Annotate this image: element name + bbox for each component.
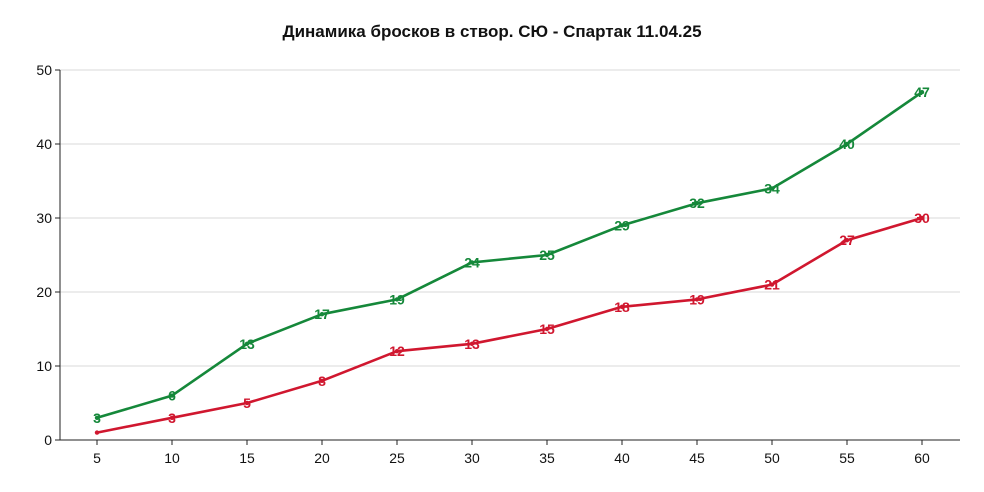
data-point [94, 415, 100, 420]
data-point [394, 297, 400, 302]
x-tick-label: 30 [464, 450, 480, 466]
x-tick-label: 25 [389, 450, 405, 466]
data-point [469, 260, 475, 265]
data-point [319, 312, 325, 317]
data-label: 30 [914, 210, 930, 226]
data-label: 40 [839, 136, 855, 152]
data-point [244, 400, 250, 406]
data-point [694, 201, 700, 206]
x-tick-label: 15 [239, 450, 255, 466]
data-label: 32 [689, 195, 705, 211]
data-point [844, 238, 850, 243]
data-point [769, 186, 775, 191]
data-label: 8 [318, 373, 326, 389]
data-label: 25 [539, 247, 555, 263]
data-label: 5 [243, 395, 251, 411]
data-point [619, 223, 625, 228]
data-point [169, 393, 175, 398]
data-point [844, 141, 850, 147]
y-tick-label: 50 [36, 62, 52, 78]
data-label: 21 [764, 277, 780, 293]
data-point [169, 415, 175, 420]
data-label: 3 [93, 410, 101, 426]
data-label: 3 [168, 410, 176, 426]
data-point [769, 282, 775, 287]
y-tick-label: 30 [36, 210, 52, 226]
data-point [394, 349, 400, 354]
data-point [544, 326, 550, 332]
chart-title: Динамика бросков в створ. СЮ - Спартак 1… [282, 22, 702, 41]
x-tick-label: 60 [914, 450, 930, 466]
data-point [469, 341, 475, 346]
data-label: 15 [539, 321, 555, 337]
data-point [94, 430, 100, 435]
data-label: 13 [239, 336, 255, 352]
series-line-1 [96, 91, 923, 420]
x-tick-label: 45 [689, 450, 705, 466]
y-tick-label: 40 [36, 136, 52, 152]
data-point [919, 90, 925, 95]
x-tick-label: 20 [314, 450, 330, 466]
data-label: 27 [839, 232, 855, 248]
y-tick-label: 0 [44, 432, 52, 448]
x-tick-label: 5 [93, 450, 101, 466]
x-tick-label: 40 [614, 450, 630, 466]
x-tick-label: 55 [839, 450, 855, 466]
x-tick-label: 35 [539, 450, 555, 466]
data-label: 19 [389, 291, 405, 307]
x-tick-label: 10 [164, 450, 180, 466]
data-label: 34 [764, 180, 780, 196]
data-label: 19 [689, 291, 705, 307]
data-label: 29 [614, 217, 630, 233]
data-point [244, 341, 250, 346]
data-point [694, 297, 700, 302]
x-tick-label: 50 [764, 450, 780, 466]
data-label: 13 [464, 336, 480, 352]
data-label: 24 [464, 254, 480, 270]
data-label: 18 [614, 299, 630, 315]
data-point [544, 252, 550, 258]
y-tick-label: 10 [36, 358, 52, 374]
data-label: 12 [389, 343, 405, 359]
data-label: 47 [914, 84, 930, 100]
data-point [319, 378, 325, 383]
data-label: 17 [314, 306, 330, 322]
data-label: 6 [168, 388, 176, 404]
data-point [919, 215, 925, 221]
data-point [619, 304, 625, 309]
series-line-2 [96, 216, 923, 434]
y-tick-label: 20 [36, 284, 52, 300]
